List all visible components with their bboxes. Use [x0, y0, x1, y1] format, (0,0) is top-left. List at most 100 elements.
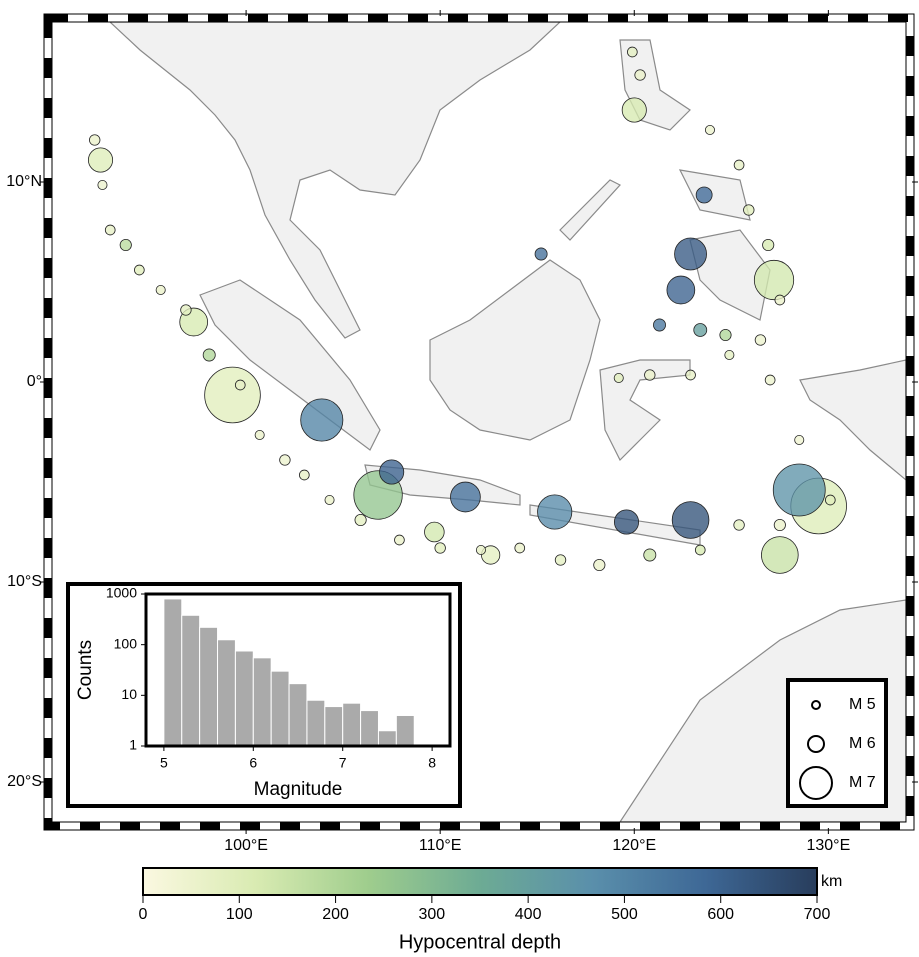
colorbar [142, 867, 818, 896]
colorbar-tick-label: 200 [322, 906, 349, 923]
sulawesi [599, 359, 691, 462]
hist-x-tick-label: 6 [249, 755, 257, 771]
event [719, 328, 732, 342]
hist-bar [217, 639, 236, 747]
hist-bar [342, 702, 362, 747]
hist-bar [163, 598, 183, 747]
event [89, 134, 101, 146]
hist-y-tick-label: 1 [129, 737, 137, 753]
hist-bar [377, 730, 397, 747]
hist-y-tick-label: 10 [121, 686, 137, 702]
event [762, 238, 775, 252]
event [695, 186, 713, 204]
event [724, 350, 735, 360]
y-tick-label: 20°S [7, 773, 42, 790]
colorbar-tick-label: 600 [707, 906, 734, 923]
visayas [678, 169, 751, 221]
event [743, 204, 755, 216]
event [554, 554, 567, 566]
event [87, 147, 114, 173]
hist-bar [234, 650, 254, 747]
event [685, 369, 696, 381]
new-guinea [799, 359, 906, 481]
hist-bar [252, 657, 272, 747]
event [254, 430, 265, 440]
colorbar-tick-label: 400 [515, 906, 542, 923]
x-tick-label: 110°E [419, 837, 462, 854]
legend-symbol [807, 735, 825, 753]
mainland [109, 22, 561, 339]
event [653, 318, 666, 332]
event [613, 373, 624, 383]
event [180, 304, 192, 316]
event [671, 501, 710, 539]
event [450, 481, 481, 513]
colorbar-tick-label: 500 [611, 906, 638, 923]
event [204, 366, 261, 424]
x-tick-label: 130°E [806, 837, 850, 854]
legend-label: M 5 [849, 696, 876, 713]
sumatra [199, 279, 381, 451]
hist-bar [395, 714, 415, 747]
event [104, 224, 116, 236]
hist-y-tick-label: 1000 [106, 585, 137, 601]
event [379, 459, 405, 485]
hist-x-tick-label: 8 [428, 755, 436, 771]
event [674, 237, 707, 271]
event [644, 369, 656, 381]
event [761, 536, 799, 574]
events [87, 46, 847, 574]
event [202, 348, 216, 362]
event [774, 294, 786, 306]
event [621, 97, 647, 123]
event [824, 494, 836, 506]
hist-bar [324, 706, 344, 747]
y-tick-label: 0° [27, 373, 42, 390]
event [627, 46, 638, 58]
event [514, 542, 526, 554]
event [279, 454, 291, 466]
borneo [429, 259, 601, 441]
hist-bar [360, 710, 379, 747]
event [704, 125, 715, 135]
y-tick-label: 10°S [7, 573, 42, 590]
event [593, 558, 606, 572]
hist-y-tick-label: 100 [114, 635, 138, 651]
hist-bar [288, 683, 308, 747]
event [733, 159, 745, 171]
palawan [559, 179, 621, 241]
event [753, 259, 795, 301]
colorbar-tick-label: 0 [139, 906, 148, 923]
event [773, 518, 786, 532]
event [119, 238, 132, 252]
event [794, 435, 805, 445]
event [298, 469, 310, 481]
hist-bar [270, 670, 290, 747]
event [666, 275, 696, 305]
hist-bar [181, 614, 201, 747]
hist-frame [144, 592, 452, 748]
hist-bar [306, 699, 326, 747]
event [354, 513, 367, 527]
event [634, 69, 646, 81]
event [324, 495, 335, 505]
event [772, 463, 826, 517]
event [134, 264, 145, 276]
colorbar-tick-label: 300 [419, 906, 446, 923]
event [394, 534, 405, 546]
event [613, 509, 640, 535]
colorbar-tick-label: 100 [226, 906, 253, 923]
event [694, 544, 706, 556]
mindanao [689, 229, 771, 321]
event [155, 285, 166, 295]
hist-x-tick-label: 7 [339, 755, 347, 771]
event [643, 548, 657, 562]
x-tick-label: 100°E [224, 837, 268, 854]
y-tick-label: 10°N [6, 173, 42, 190]
event [754, 334, 767, 346]
legend-label: M 6 [849, 735, 876, 752]
legend-label: M 7 [849, 774, 876, 791]
hist-x-tick-label: 5 [160, 755, 168, 771]
event [97, 180, 108, 190]
